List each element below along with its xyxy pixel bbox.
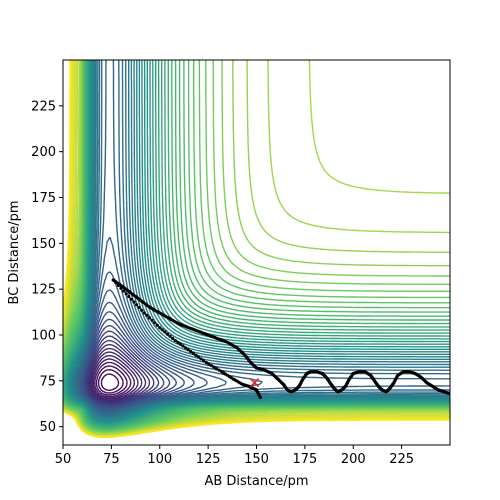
trajectory-point <box>111 278 115 282</box>
trajectory-point <box>147 316 151 320</box>
contour-line <box>81 311 185 409</box>
trajectory-point <box>127 294 131 299</box>
marker-layer <box>249 378 260 388</box>
trajectory-layer <box>111 278 450 399</box>
contour-line <box>87 343 151 404</box>
contour-line <box>95 365 128 396</box>
x-axis: 50 75 100 125 150 175 200 225 <box>55 445 414 467</box>
x-tick-label: 50 <box>55 452 72 467</box>
trajectory-point <box>134 303 139 307</box>
contour-line <box>97 369 124 394</box>
trajectory-point <box>214 367 219 371</box>
trajectory-point <box>189 349 193 354</box>
trajectory-point <box>207 362 211 366</box>
contour-line <box>84 330 165 407</box>
contour-line <box>91 354 139 400</box>
x-axis-label: AB Distance/pm <box>204 474 308 489</box>
trajectory-point <box>202 359 206 363</box>
contour-lines <box>63 60 450 439</box>
contour-line <box>71 60 450 419</box>
contour-line <box>83 324 171 407</box>
y-tick-label: 200 <box>31 145 56 160</box>
trajectory-point <box>129 297 133 301</box>
contour-line <box>88 347 147 403</box>
trajectory-point <box>194 353 198 357</box>
contour-line <box>92 358 136 399</box>
trajectory-point <box>186 348 190 352</box>
trajectory-point <box>153 321 157 325</box>
trajectory-point <box>116 283 121 288</box>
trajectory-point <box>184 346 188 350</box>
trajectory-point <box>212 365 216 369</box>
contour-line <box>73 60 450 417</box>
trajectory-point <box>258 395 262 399</box>
trajectory-point <box>204 360 208 365</box>
contour-line <box>72 60 450 418</box>
y-tick-label: 225 <box>31 99 56 114</box>
trajectory-point <box>196 355 200 359</box>
y-tick-label: 125 <box>31 283 56 298</box>
trajectory-point <box>191 351 195 355</box>
contour-line <box>63 60 450 439</box>
trajectory-point <box>122 289 126 293</box>
trajectory-point <box>173 338 177 343</box>
transition-state-marker <box>249 378 260 388</box>
contour-line <box>79 289 208 411</box>
contour-line <box>82 318 177 408</box>
trajectory-point <box>217 368 221 372</box>
trajectory-point <box>137 305 141 310</box>
trajectory-point <box>160 328 164 332</box>
trajectory-point <box>168 334 172 338</box>
trajectory-point <box>155 323 159 327</box>
contour-line <box>94 361 132 398</box>
trajectory-point <box>158 326 162 330</box>
y-tick-label: 100 <box>31 329 56 344</box>
y-axis-label: BC Distance/pm <box>7 200 22 304</box>
y-tick-label: 50 <box>39 420 56 435</box>
contour-line <box>86 339 155 405</box>
trajectory-point <box>132 300 136 304</box>
trajectory-point <box>209 364 213 368</box>
x-tick-label: 225 <box>389 452 414 467</box>
trajectory-point <box>199 357 203 361</box>
x-tick-label: 100 <box>147 452 172 467</box>
contour-line <box>100 373 120 391</box>
trajectory-point <box>124 292 128 296</box>
trajectory-point <box>114 281 118 285</box>
trajectory-point <box>145 313 149 317</box>
x-tick-label: 200 <box>341 452 366 467</box>
x-tick-label: 150 <box>244 452 269 467</box>
trajectory-point <box>142 311 146 315</box>
y-tick-label: 75 <box>39 374 56 389</box>
x-tick-label: 175 <box>292 452 317 467</box>
trajectory-point <box>163 330 167 334</box>
trajectory-point <box>140 308 144 312</box>
x-tick-label: 125 <box>196 452 221 467</box>
trajectory-point <box>165 332 170 336</box>
contour-line <box>74 60 450 416</box>
contour-line <box>85 335 160 406</box>
y-tick-label: 175 <box>31 191 56 206</box>
x-tick-label: 75 <box>103 452 120 467</box>
contour-line <box>77 236 263 413</box>
trajectory-point <box>150 318 154 322</box>
y-axis: 50 75 100 125 150 175 200 225 <box>31 99 63 435</box>
trajectory-point <box>119 286 123 290</box>
trajectory-point <box>176 340 180 344</box>
trajectory-point <box>181 344 185 348</box>
contour-line <box>90 351 143 402</box>
trajectory-point <box>171 336 175 340</box>
y-tick-label: 150 <box>31 237 56 252</box>
trajectory-point <box>178 342 182 346</box>
